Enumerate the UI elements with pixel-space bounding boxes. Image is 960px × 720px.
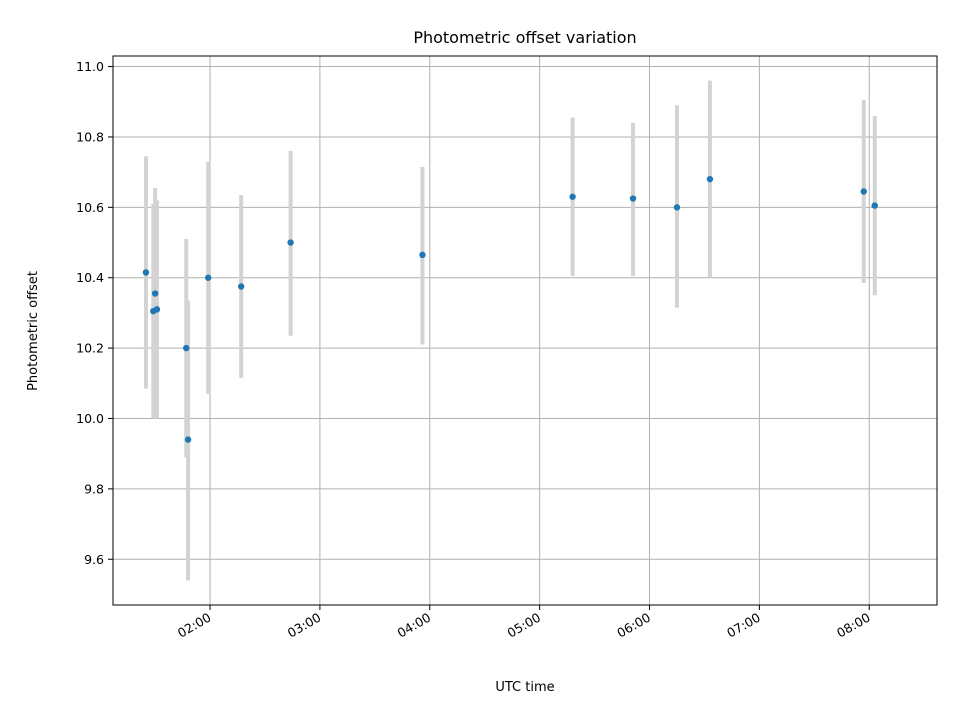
y-tick-label: 9.8	[84, 481, 104, 496]
x-tick-label: 02:00	[175, 610, 214, 641]
grid	[113, 56, 937, 605]
data-point	[151, 290, 159, 297]
y-axis-label: Photometric offset	[26, 271, 41, 391]
x-axis-ticks: 02:00 03:00 04:00 05:00 06:00 07:00 08:00	[175, 605, 873, 641]
y-tick-label: 11.0	[76, 59, 104, 74]
data-point	[205, 274, 212, 281]
plot-frame	[112, 55, 938, 606]
x-tick-label: 04:00	[395, 610, 434, 641]
data-point	[142, 269, 150, 276]
y-tick-label: 10.2	[76, 341, 104, 356]
y-tick-label: 10.4	[76, 270, 104, 285]
x-tick-label: 08:00	[834, 610, 873, 641]
data-point	[183, 344, 190, 352]
data-point	[629, 195, 637, 202]
x-tick-label: 06:00	[614, 610, 653, 641]
y-tick-label: 10.8	[76, 129, 104, 144]
error-bars	[143, 80, 877, 581]
x-tick-label: 07:00	[724, 610, 763, 641]
chart-title: Photometric offset variation	[413, 28, 636, 47]
data-point	[706, 175, 714, 183]
data-points	[142, 175, 878, 443]
data-point	[871, 202, 878, 209]
y-tick-label: 10.0	[76, 411, 104, 426]
data-point	[184, 436, 192, 443]
y-tick-label: 10.6	[76, 200, 104, 215]
data-point	[153, 306, 161, 313]
data-point	[419, 251, 426, 259]
x-axis-label: UTC time	[495, 680, 554, 695]
x-tick-label: 03:00	[285, 610, 324, 641]
data-point	[569, 193, 576, 200]
data-point	[287, 239, 294, 246]
y-axis-ticks: 9.6 9.8 10.0 10.2 10.4 10.6 10.8 11.0	[76, 59, 113, 567]
data-point	[860, 188, 867, 195]
x-tick-label: 05:00	[504, 610, 543, 641]
y-tick-label: 9.6	[84, 552, 104, 567]
data-point	[237, 283, 245, 290]
data-point	[673, 204, 681, 211]
